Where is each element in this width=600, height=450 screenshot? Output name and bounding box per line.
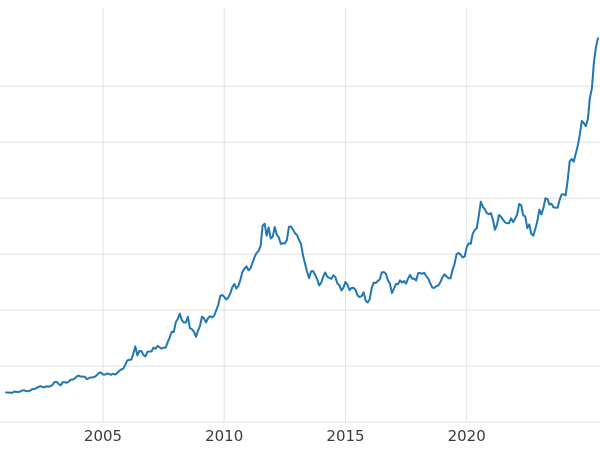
price-line xyxy=(5,37,599,394)
x-tick-label: 2015 xyxy=(326,427,364,445)
x-tick-label: 2005 xyxy=(84,427,122,445)
x-tick-label: 2010 xyxy=(205,427,243,445)
x-tick-label: 2020 xyxy=(448,427,486,445)
